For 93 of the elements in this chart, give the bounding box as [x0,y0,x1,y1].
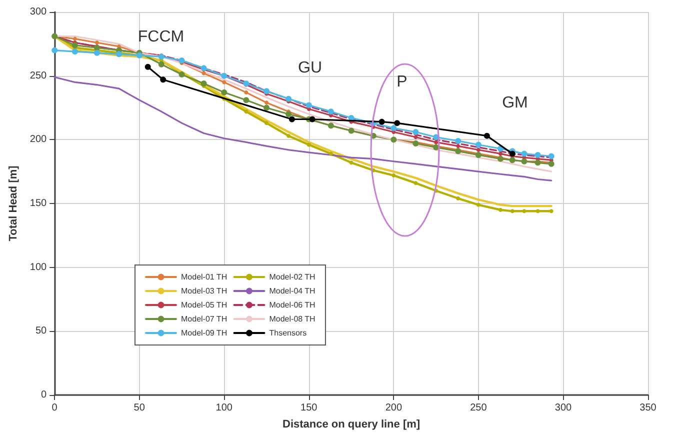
point [160,76,166,83]
point [264,104,270,111]
point [243,80,250,86]
point [476,148,480,152]
point [286,134,291,138]
legend-label: Model-04 TH [269,286,316,296]
y-tick-label: 200 [30,134,48,146]
x-tick-label: 50 [134,402,146,414]
y-axis-title: Total Head [m] [8,165,20,242]
point [414,181,418,186]
point [390,125,397,132]
annotation: P [396,74,408,90]
point [202,71,206,76]
legend-label: Model-05 TH [181,300,228,310]
point [306,102,312,108]
point [509,150,516,157]
point [414,135,418,140]
point [394,120,400,126]
legend-label: Model-08 TH [269,314,316,324]
point [72,36,77,41]
point [498,208,502,212]
x-tick-label: 350 [640,402,657,414]
point [72,42,78,48]
x-tick-label: 0 [52,402,58,414]
point [309,116,316,122]
legend-label: Model-02 TH [269,272,316,282]
y-tick-label: 300 [30,6,48,18]
point [264,100,269,105]
point [116,51,122,58]
annotation: GU [298,60,322,76]
point [328,108,334,115]
point [72,48,78,55]
point [288,116,295,122]
point [392,173,396,178]
point [349,160,354,165]
x-tick-label: 100 [216,402,233,414]
point [178,72,185,78]
point [221,89,228,96]
point [52,47,58,54]
point [455,148,462,154]
point [94,40,99,45]
point [286,111,292,118]
x-axis-title: Distance on query line [m] [282,418,420,430]
point [522,209,526,214]
point [476,202,480,207]
x-tick-label: 150 [300,402,318,414]
legend-label: Thsensors [269,328,307,338]
annotation: GM [502,94,528,112]
point [264,88,270,94]
point [548,153,554,160]
point [94,50,100,56]
point [306,142,311,147]
point [158,61,164,68]
point [244,90,248,94]
point [510,209,514,214]
y-tick-label: 0 [41,390,48,400]
point [456,144,460,148]
y-tick-label: 150 [30,198,48,209]
point [200,80,207,86]
legend-label: Model-07 TH [181,314,228,324]
point [534,152,541,158]
point [498,152,502,156]
point [549,209,554,214]
point [475,142,482,148]
point [484,132,490,139]
y-tick-label: 50 [35,326,48,337]
point [94,44,100,51]
annotation: FCCM [138,28,184,46]
point [378,118,385,125]
point [244,110,248,114]
point [455,138,462,144]
x-tick-label: 200 [385,402,402,414]
point [536,209,540,214]
point [412,129,419,136]
legend-label: Model-06 TH [269,300,316,310]
legend-label: Model-01 TH [181,272,228,282]
y-tick-label: 100 [30,262,48,273]
point [328,152,333,156]
x-tick-label: 300 [554,402,572,414]
point [144,64,151,70]
point [222,80,226,84]
legend-label: Model-09 TH [181,328,228,338]
point [264,121,269,126]
point [286,96,292,102]
point [456,196,460,200]
point [521,150,528,157]
y-tick-label: 250 [30,70,48,82]
x-tick-label: 250 [470,402,488,414]
legend-label: Model-03 TH [181,286,228,296]
point [243,97,250,104]
point [534,160,541,166]
line-series [54,76,552,182]
point [434,140,438,144]
